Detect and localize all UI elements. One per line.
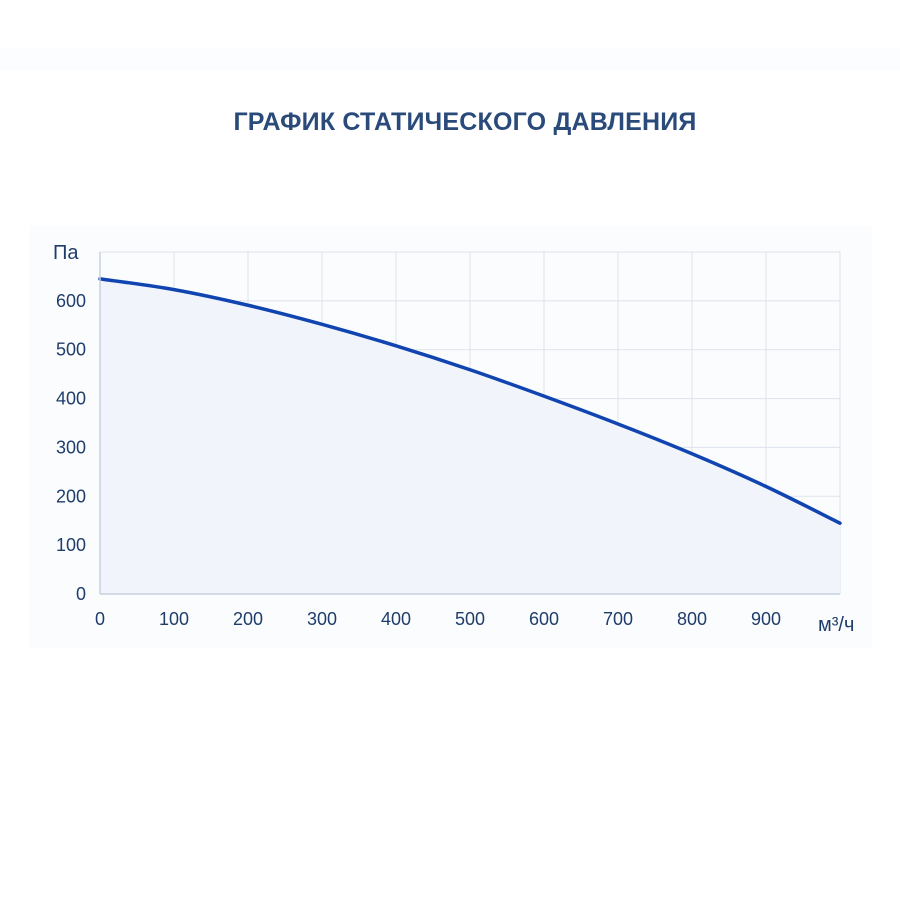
y-tick-label: 500	[56, 340, 86, 360]
chart-title: ГРАФИК СТАТИЧЕСКОГО ДАВЛЕНИЯ	[233, 108, 697, 136]
y-tick-label: 100	[56, 535, 86, 555]
x-tick-label: 800	[677, 609, 707, 629]
y-tick-label: 300	[56, 437, 86, 457]
x-tick-label: 300	[307, 609, 337, 629]
x-tick-label: 900	[751, 609, 781, 629]
y-axis-unit: Па	[53, 242, 79, 264]
axis-layer	[99, 252, 840, 595]
y-tick-label: 0	[76, 584, 86, 604]
x-tick-label: 100	[159, 609, 189, 629]
x-tick-label: 600	[529, 609, 559, 629]
series-line	[98, 277, 842, 525]
tick-label-layer: 0 100 200 300 400 500 600 700 800 900 0 100 200 300 40…	[56, 291, 781, 629]
x-tick-label: 700	[603, 609, 633, 629]
y-tick-label: 600	[56, 291, 86, 311]
y-tick-label: 200	[56, 486, 86, 506]
header-band	[0, 48, 900, 70]
x-tick-label: 0	[95, 609, 105, 629]
area-fill	[100, 278, 840, 594]
x-tick-label: 500	[455, 609, 485, 629]
x-tick-label: 400	[381, 609, 411, 629]
x-tick-label: 200	[233, 609, 263, 629]
x-axis-unit: м³/ч	[818, 614, 854, 636]
y-tick-label: 400	[56, 389, 86, 409]
